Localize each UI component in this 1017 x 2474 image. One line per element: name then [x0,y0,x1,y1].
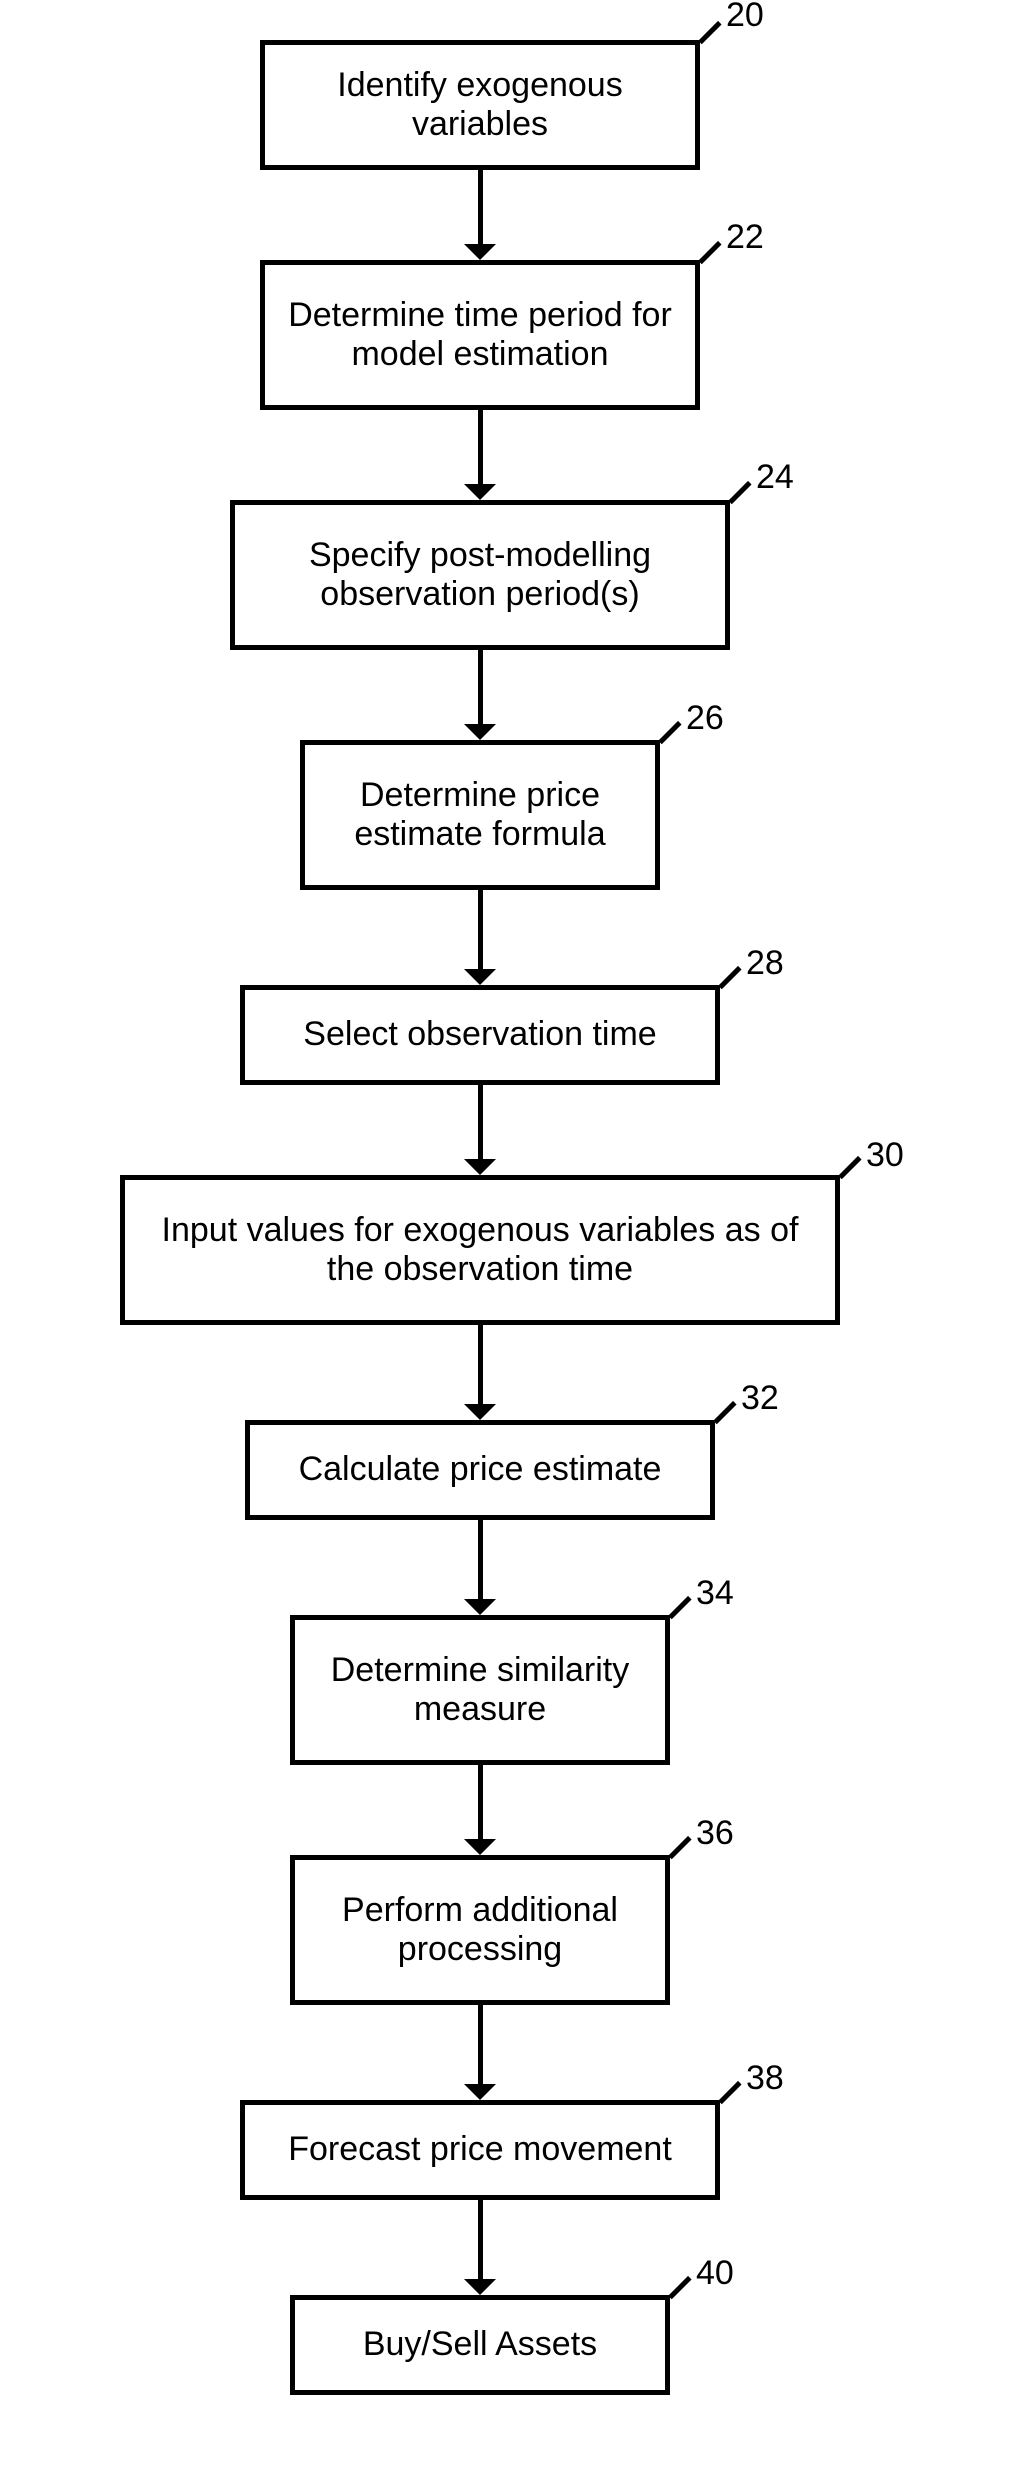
node-label-number: 26 [686,699,724,738]
edge-arrowhead [464,2084,496,2100]
label-leader [668,1836,691,1859]
node-label-number: 20 [726,0,764,35]
flowchart-node-n40: Buy/Sell Assets [290,2295,670,2395]
edge-line [478,1765,483,1839]
edge-arrowhead [464,2279,496,2295]
flowchart-node-n28: Select observation time [240,985,720,1085]
node-text: Input values for exogenous variables as … [143,1211,817,1289]
node-text: Perform additional processing [313,1891,647,1969]
label-leader [728,481,751,504]
node-label-number: 38 [746,2059,784,2098]
label-leader [838,1156,861,1179]
edge-line [478,2200,483,2279]
node-label-number: 34 [696,1574,734,1613]
edge-line [478,650,483,724]
label-leader [718,966,741,989]
node-label-number: 24 [756,458,794,497]
flowchart-node-n36: Perform additional processing [290,1855,670,2005]
flowchart-node-n34: Determine similarity measure [290,1615,670,1765]
edge-line [478,1325,483,1404]
label-leader [668,2276,691,2299]
edge-line [478,170,483,244]
edge-line [478,1520,483,1599]
node-text: Specify post-modelling observation perio… [253,536,707,614]
node-label-number: 28 [746,944,784,983]
flowchart-node-n30: Input values for exogenous variables as … [120,1175,840,1325]
edge-arrowhead [464,1404,496,1420]
node-label-number: 40 [696,2254,734,2293]
node-text: Identify exogenous variables [283,66,677,144]
flowchart-node-n24: Specify post-modelling observation perio… [230,500,730,650]
flowchart-canvas: Identify exogenous variables 20 Determine … [0,0,1017,2474]
node-label-number: 32 [741,1379,779,1418]
node-text: Select observation time [303,1015,656,1054]
edge-arrowhead [464,1839,496,1855]
label-leader [698,21,721,44]
flowchart-node-n22: Determine time period for model estimati… [260,260,700,410]
edge-line [478,1085,483,1159]
label-leader [713,1401,736,1424]
node-text: Calculate price estimate [299,1450,662,1489]
flowchart-node-n38: Forecast price movement [240,2100,720,2200]
node-text: Determine similarity measure [313,1651,647,1729]
edge-line [478,2005,483,2084]
label-leader [658,721,681,744]
edge-line [478,410,483,484]
label-leader [718,2081,741,2104]
flowchart-node-n20: Identify exogenous variables [260,40,700,170]
node-text: Determine price estimate formula [323,776,637,854]
label-leader [698,241,721,264]
node-label-number: 30 [866,1136,904,1175]
flowchart-node-n32: Calculate price estimate [245,1420,715,1520]
edge-line [478,890,483,969]
edge-arrowhead [464,724,496,740]
edge-arrowhead [464,484,496,500]
flowchart-node-n26: Determine price estimate formula [300,740,660,890]
label-leader [668,1596,691,1619]
edge-arrowhead [464,1599,496,1615]
edge-arrowhead [464,1159,496,1175]
edge-arrowhead [464,969,496,985]
node-label-number: 22 [726,218,764,257]
node-text: Forecast price movement [288,2130,672,2169]
node-text: Buy/Sell Assets [363,2325,597,2364]
node-label-number: 36 [696,1814,734,1853]
node-text: Determine time period for model estimati… [283,296,677,374]
edge-arrowhead [464,244,496,260]
